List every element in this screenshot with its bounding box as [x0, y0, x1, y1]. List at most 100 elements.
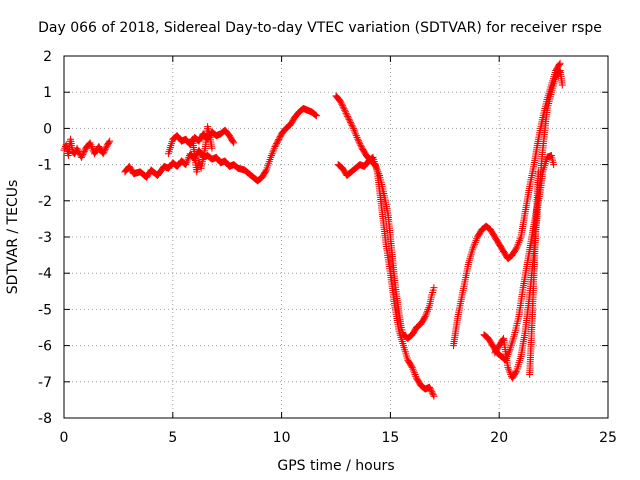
data-point-marker: [269, 148, 277, 156]
data-point-marker: [88, 143, 96, 150]
data-point-marker: [336, 97, 344, 105]
data-point-marker: [356, 140, 364, 148]
data-point-marker: [267, 152, 275, 160]
data-point-marker: [349, 123, 357, 131]
data-point-marker: [409, 365, 417, 373]
data-point-marker: [99, 150, 107, 158]
data-point-marker: [422, 311, 430, 319]
data-point-marker: [513, 242, 521, 250]
data-point-marker: [421, 313, 429, 321]
data-point-marker: [512, 368, 520, 376]
data-point-marker: [73, 144, 81, 152]
data-point-marker: [208, 144, 216, 152]
y-tick-label: -8: [38, 411, 52, 427]
data-point-marker: [423, 309, 431, 317]
data-point-marker: [427, 386, 435, 394]
data-point-marker: [106, 137, 114, 145]
y-tick-label: 2: [43, 49, 52, 65]
data-point-marker: [87, 141, 95, 149]
data-points: [60, 59, 566, 400]
data-point-marker: [368, 154, 376, 162]
axis-ticks: 0 5 10 15 20 25 -8 -7 -6 -5 -4 -3 -2 -1 0 1 2: [38, 49, 617, 446]
y-tick-label: -1: [38, 158, 52, 174]
data-segment: [60, 135, 114, 161]
data-point-marker: [337, 99, 345, 107]
data-point-marker: [311, 111, 319, 119]
data-point-marker: [74, 146, 82, 154]
data-point-marker: [341, 106, 349, 114]
data-point-marker: [88, 144, 96, 152]
data-point-marker: [100, 148, 108, 156]
data-point-marker: [424, 305, 432, 313]
x-axis-title: GPS time / hours: [277, 458, 394, 474]
data-point-marker: [472, 237, 480, 245]
data-point-marker: [267, 153, 275, 161]
data-point-marker: [429, 391, 437, 399]
y-tick-label: -4: [38, 266, 52, 282]
data-point-marker: [357, 141, 365, 149]
data-point-marker: [506, 369, 514, 377]
data-point-marker: [505, 365, 513, 373]
data-point-marker: [534, 168, 542, 176]
data-point-marker: [184, 155, 192, 163]
data-point-marker: [353, 133, 361, 141]
data-point-marker: [183, 157, 191, 165]
x-tick-label: 20: [490, 430, 508, 446]
data-point-marker: [312, 111, 320, 119]
data-point-marker: [101, 145, 109, 153]
data-point-marker: [515, 238, 523, 246]
y-tick-label: -3: [38, 230, 52, 246]
data-segment: [480, 152, 558, 364]
data-point-marker: [105, 138, 113, 146]
data-segment: [526, 168, 542, 379]
data-segment: [334, 153, 438, 400]
data-point-marker: [514, 240, 522, 248]
data-point-marker: [354, 135, 362, 143]
data-segment: [121, 104, 320, 185]
x-tick-label: 15: [381, 430, 399, 446]
data-point-marker: [350, 126, 358, 134]
data-point-marker: [183, 159, 191, 167]
data-point-marker: [410, 369, 418, 377]
data-segment: [188, 123, 216, 176]
data-point-marker: [556, 59, 564, 67]
data-point-marker: [347, 118, 355, 126]
data-point-marker: [410, 367, 418, 375]
data-point-marker: [230, 139, 238, 147]
data-point-marker: [80, 149, 88, 157]
data-point-marker: [355, 138, 363, 146]
data-point-marker: [423, 307, 431, 315]
data-point-marker: [71, 150, 79, 158]
data-point-marker: [555, 68, 563, 76]
data-point-marker: [102, 144, 110, 152]
x-tick-label: 10: [273, 430, 291, 446]
data-segment: [332, 92, 438, 342]
data-point-marker: [268, 150, 276, 158]
data-point-marker: [262, 167, 270, 175]
data-point-marker: [341, 108, 349, 116]
data-point-marker: [469, 244, 477, 252]
data-point-marker: [550, 161, 558, 169]
data-point-marker: [86, 139, 94, 147]
data-point-marker: [471, 240, 479, 248]
data-point-marker: [428, 388, 436, 396]
grid-lines: [64, 56, 608, 418]
data-point-marker: [470, 242, 478, 250]
data-point-marker: [79, 150, 87, 158]
data-point-marker: [499, 336, 507, 344]
data-point-marker: [346, 117, 354, 125]
data-point-marker: [513, 244, 521, 252]
data-point-marker: [516, 235, 524, 243]
y-tick-label: -2: [38, 194, 52, 210]
data-point-marker: [505, 367, 513, 375]
y-tick-label: 0: [43, 121, 52, 137]
x-tick-label: 25: [599, 430, 617, 446]
data-point-marker: [270, 146, 278, 154]
data-point-marker: [270, 144, 278, 152]
data-point-marker: [420, 314, 428, 322]
data-point-marker: [349, 124, 357, 132]
data-point-marker: [411, 371, 419, 379]
data-point-marker: [312, 112, 320, 120]
data-point-marker: [505, 347, 513, 355]
data-point-marker: [182, 161, 190, 169]
